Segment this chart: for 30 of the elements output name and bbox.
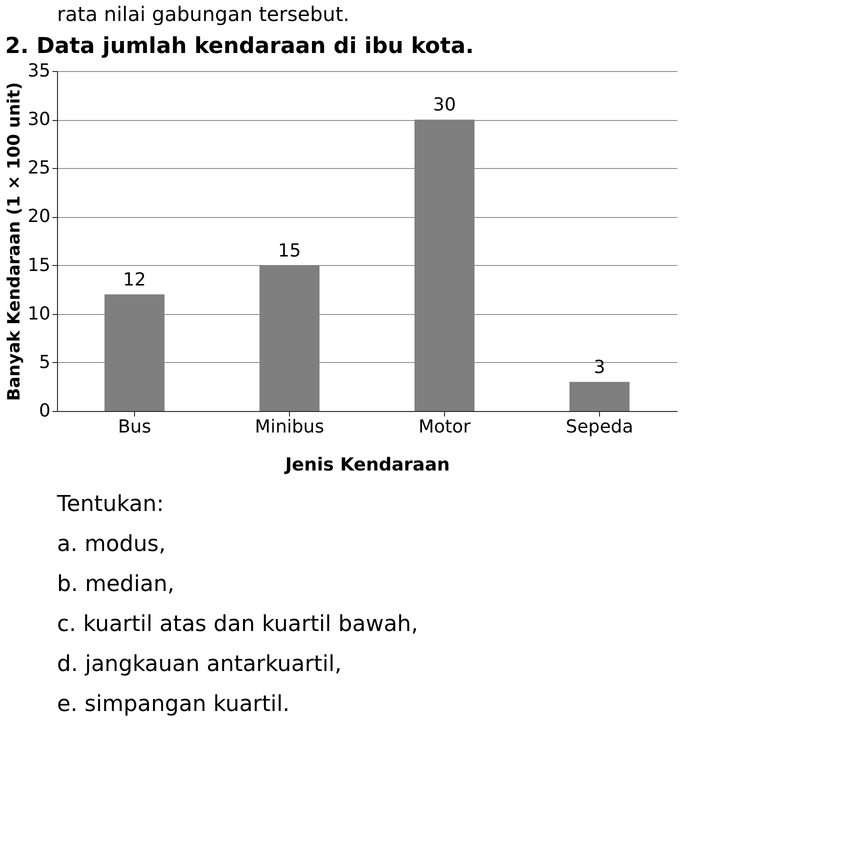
x-tick-label: Sepeda [566,416,634,438]
data-label: 3 [594,356,606,378]
text: b. median, [57,572,174,597]
bar [570,382,630,411]
y-tick-label: 10 [28,303,50,324]
data-label: 12 [123,269,146,290]
x-tick-label: Bus [118,416,152,438]
bar [104,294,164,411]
y-tick-label: 35 [28,60,50,82]
x-tick-label: Minibus [254,416,324,438]
text: a. modus, [57,532,166,557]
y-tick-label: 15 [28,254,50,276]
chart-title: 2. Data jumlah kendaraan di ibu kota. [5,34,474,59]
text: rata nilai gabungan tersebut. [57,2,350,26]
y-tick-label: 20 [28,206,50,228]
data-label: 30 [433,94,456,116]
y-tick-label: 5 [39,352,50,373]
y-tick-label: 30 [28,109,50,130]
y-tick-label: 0 [39,400,50,422]
y-axis-title: Banyak Kendaraan (1 × 100 unit) [4,82,25,401]
text: Tentukan: [56,492,164,517]
data-label: 15 [278,240,301,262]
text: c. kuartil atas dan kuartil bawah, [57,612,418,637]
x-axis-title: Jenis Kendaraan [283,454,450,476]
bar [260,265,320,411]
bar [414,120,474,411]
text: d. jangkauan antarkuartil, [57,652,342,677]
x-tick-label: Motor [418,416,472,438]
y-tick-label: 25 [28,158,50,179]
text: e. simpangan kuartil. [57,692,290,717]
